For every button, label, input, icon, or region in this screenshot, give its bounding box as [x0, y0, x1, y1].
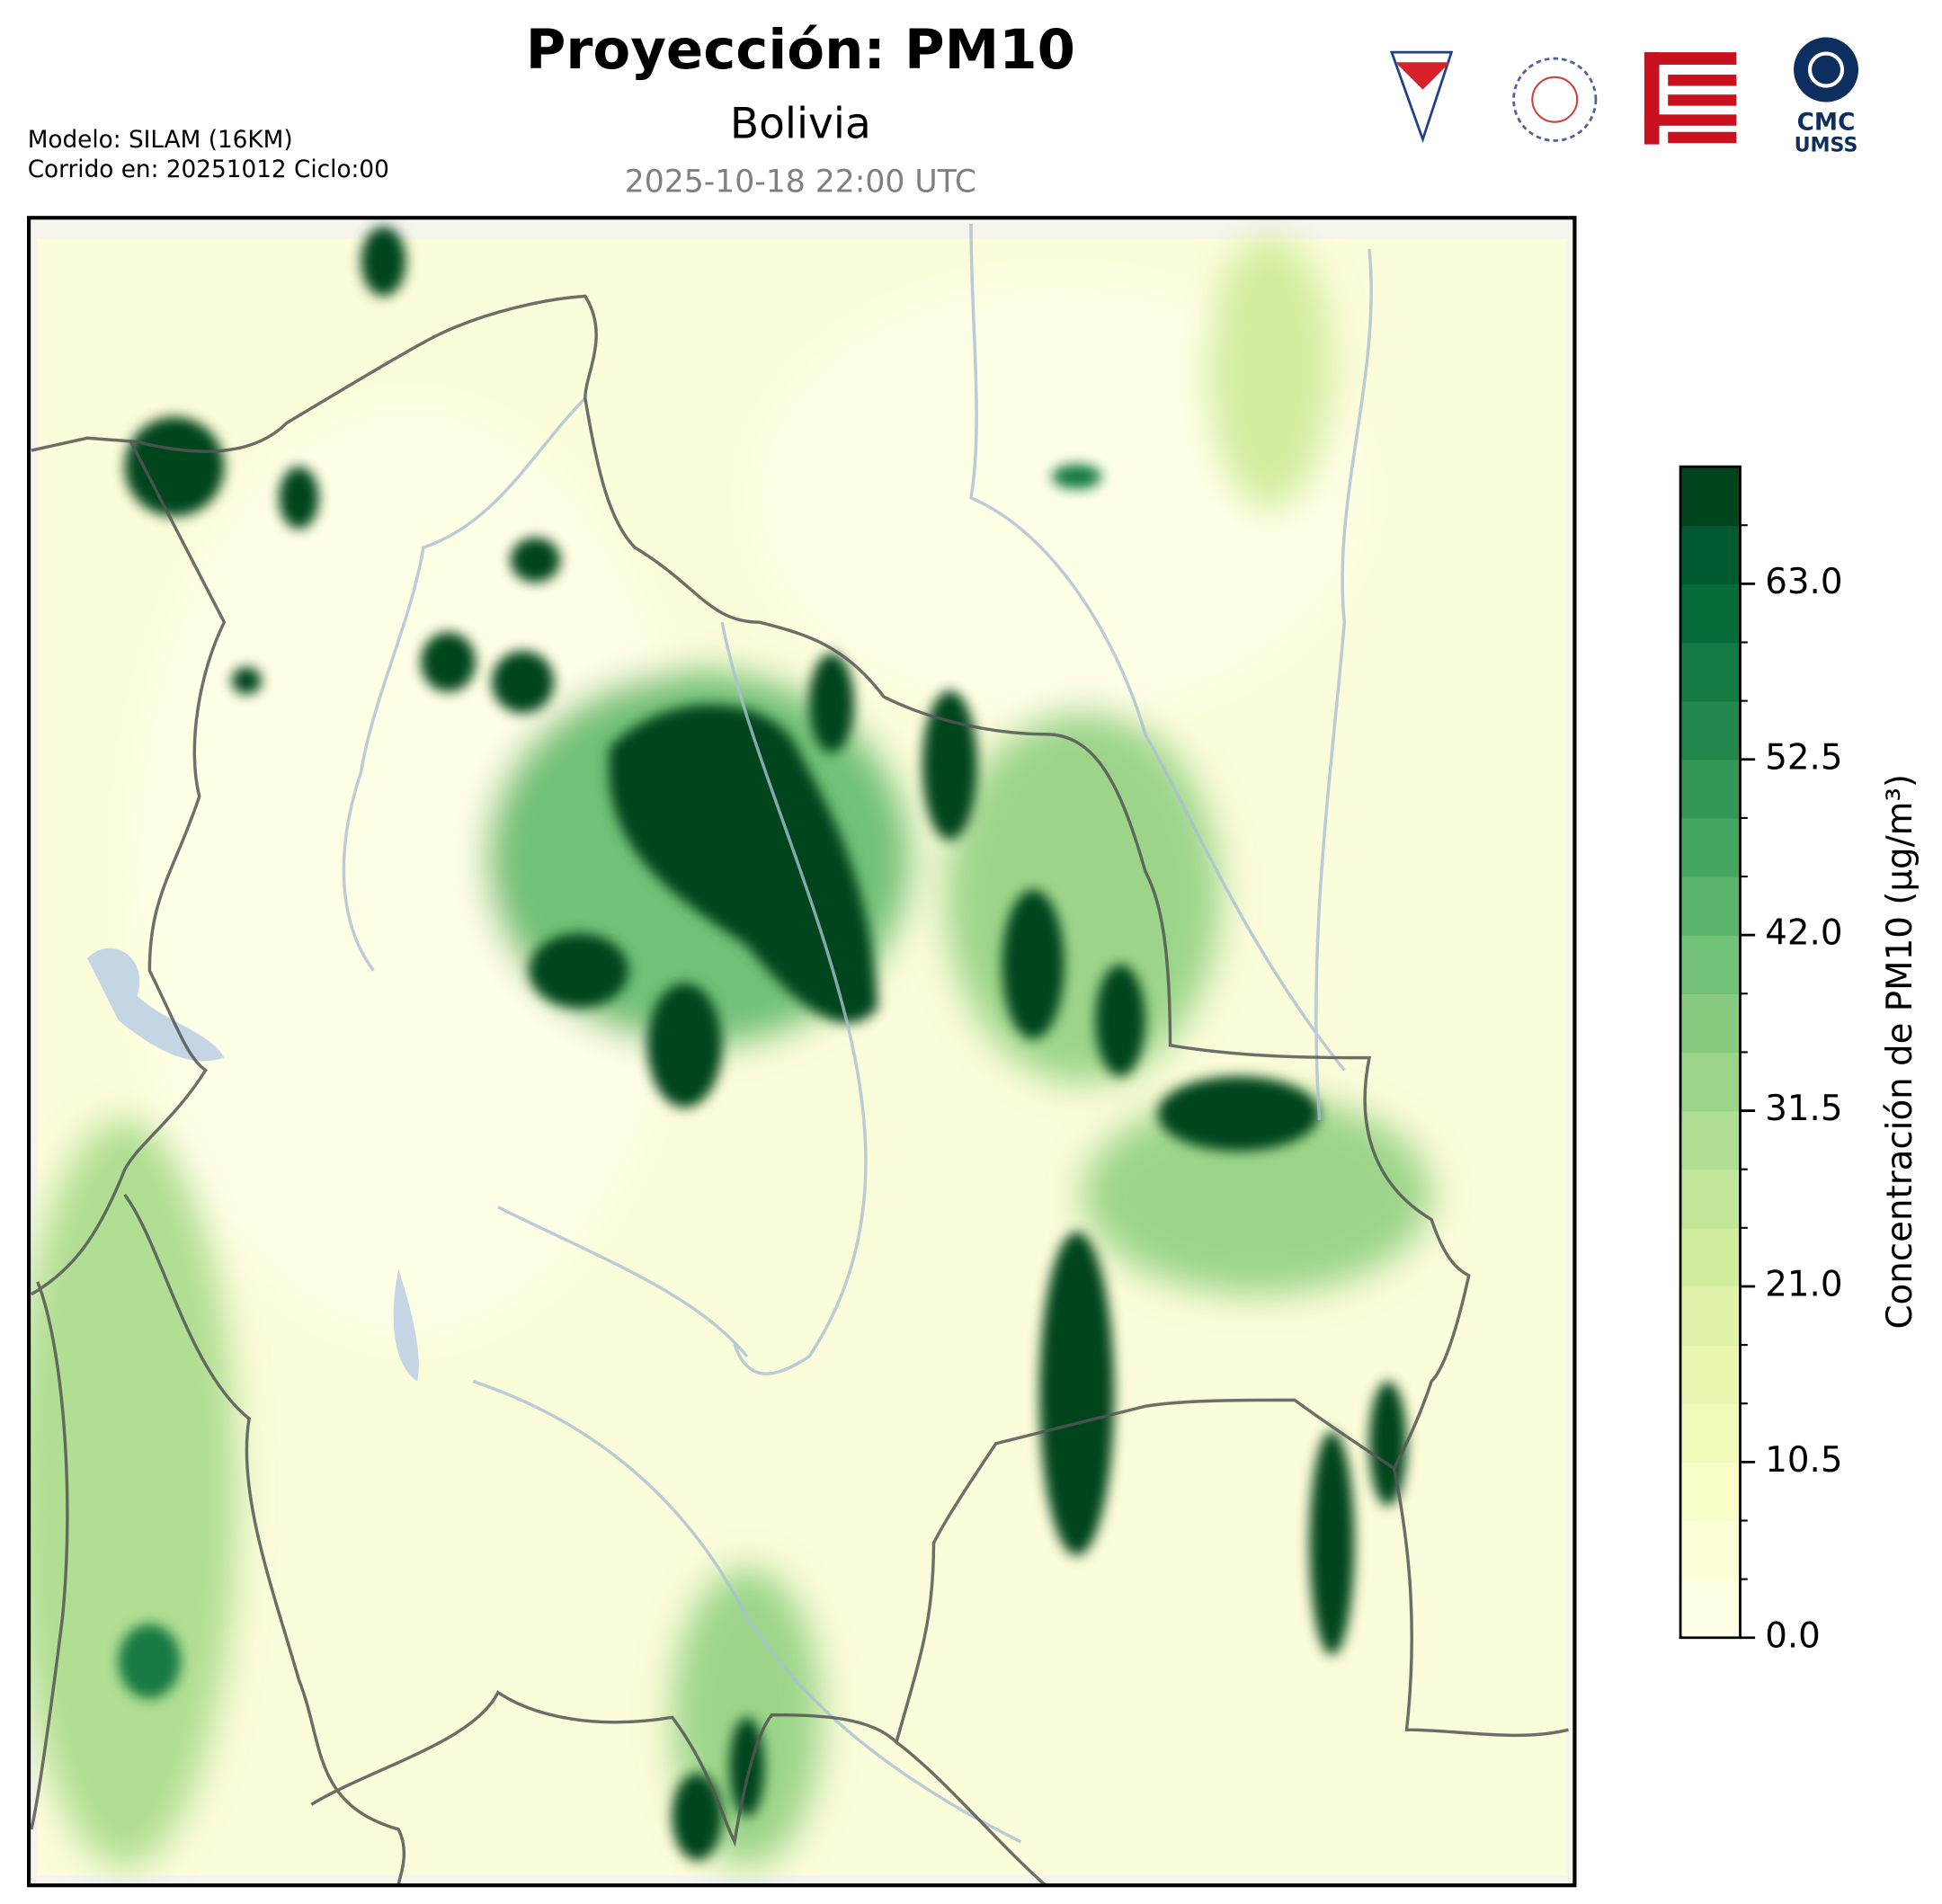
colorbar-band	[1680, 993, 1741, 1054]
logo-cmc-ring	[1807, 51, 1845, 88]
lake	[87, 948, 225, 1062]
colorbar-band	[1680, 1052, 1741, 1112]
tick-label: 42.0	[1765, 913, 1842, 954]
colorbar-band	[1680, 1345, 1741, 1404]
rivers	[342, 224, 1373, 1844]
colorbar-band	[1680, 1227, 1741, 1287]
map	[29, 218, 1575, 1886]
logo-cmc	[1794, 37, 1859, 102]
logo-umss-text: UMSS	[1795, 133, 1858, 156]
colorbar-band	[1680, 700, 1741, 761]
colorbar-band	[1680, 1462, 1741, 1522]
colorbar-band	[1680, 583, 1741, 644]
colorbar-band	[1680, 1286, 1741, 1346]
colorbar-band	[1680, 1169, 1741, 1229]
tick-label: 10.5	[1765, 1440, 1842, 1481]
tick-label: 0.0	[1765, 1615, 1821, 1656]
colorbar-band	[1680, 876, 1741, 936]
borders	[30, 294, 1569, 1886]
tick-label: 63.0	[1765, 562, 1842, 602]
colorbar-label: Concentración de PM10 (µg/m³)	[1880, 774, 1920, 1330]
tick-label: 31.5	[1765, 1089, 1842, 1129]
colorbar-band	[1680, 467, 1741, 526]
tick-label: 21.0	[1765, 1264, 1842, 1304]
logo-fisica-inner	[1531, 76, 1579, 123]
colorbar-band	[1680, 1403, 1741, 1464]
subtitle: Bolivia	[730, 100, 871, 149]
colorbar-band	[1680, 525, 1741, 585]
logo-umss-red	[1395, 62, 1450, 90]
run-info: Corrido en: 20251012 Ciclo:00	[28, 156, 389, 183]
map-frame	[26, 216, 1577, 1888]
title: Proyección: PM10	[526, 18, 1075, 82]
logos: CMC UMSS	[1389, 37, 1859, 156]
lake-2	[393, 1269, 419, 1382]
colorbar-band	[1680, 817, 1741, 877]
tick-label: 52.5	[1765, 737, 1842, 778]
model-info: Modelo: SILAM (16KM)	[28, 127, 293, 154]
colorbar: 0.0 10.5 21.0 31.5 42.0 52.5 63.0	[1679, 465, 1842, 1656]
colorbar-frame	[1679, 465, 1742, 1640]
logo-red	[1644, 52, 1737, 145]
colorbar-band	[1680, 1110, 1741, 1170]
colorbar-band	[1680, 642, 1741, 702]
colorbar-band	[1680, 1579, 1741, 1639]
logo-cmc-text: CMC	[1797, 110, 1856, 137]
field-high	[118, 226, 1407, 1861]
colorbar-band	[1680, 1520, 1741, 1580]
logo-fisica	[1512, 57, 1598, 142]
date: 2025-10-18 22:00 UTC	[625, 164, 976, 200]
colorbar-band	[1680, 935, 1741, 994]
colorbar-band	[1680, 759, 1741, 819]
